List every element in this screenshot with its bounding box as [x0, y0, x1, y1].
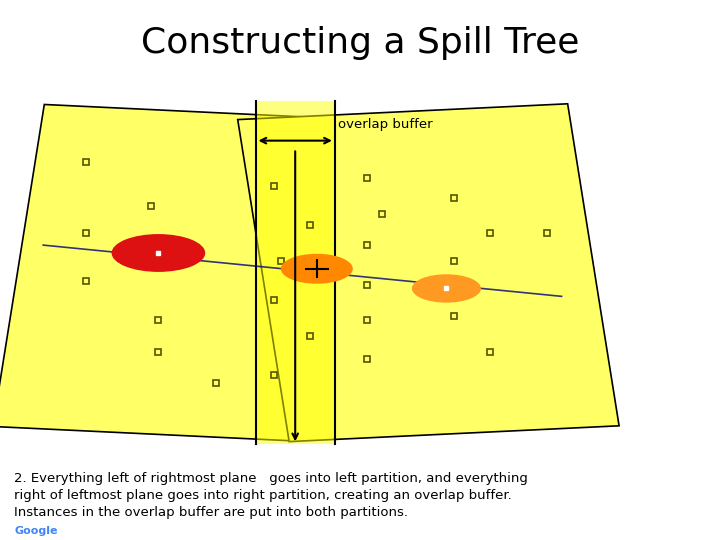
Polygon shape — [0, 104, 346, 441]
Text: 2. Everything left of rightmost plane   goes into left partition, and everything: 2. Everything left of rightmost plane go… — [14, 472, 528, 519]
Text: Google: Google — [14, 526, 58, 536]
Polygon shape — [238, 104, 619, 442]
Text: overlap buffer: overlap buffer — [338, 118, 433, 131]
Ellipse shape — [281, 254, 353, 284]
Text: Constructing a Spill Tree: Constructing a Spill Tree — [141, 26, 579, 60]
Ellipse shape — [112, 234, 205, 272]
Ellipse shape — [412, 274, 481, 302]
Polygon shape — [256, 101, 335, 444]
